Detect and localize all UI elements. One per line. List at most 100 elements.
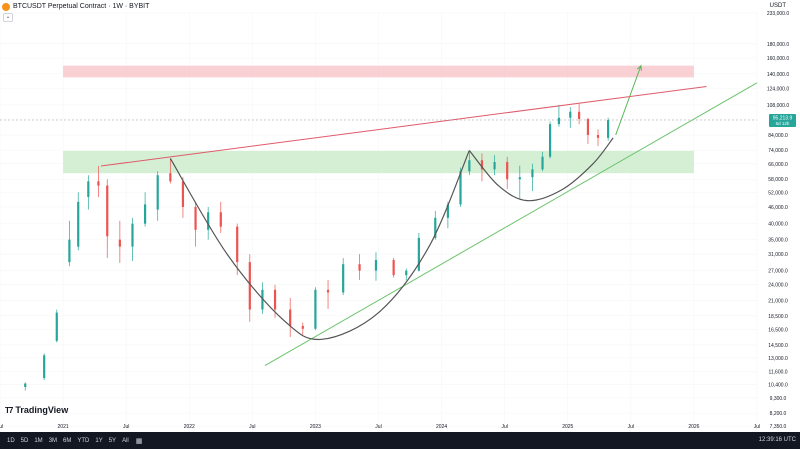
y-tick-label: 52,000.0 — [768, 190, 788, 196]
candle-body — [87, 181, 90, 197]
y-tick-label: 14,500.0 — [768, 343, 788, 349]
calendar-range-icon[interactable]: ▦ — [135, 437, 143, 445]
y-tick-label: 233,000.0 — [767, 11, 789, 17]
y-tick-label: 27,000.0 — [768, 269, 788, 275]
y-tick-label: 16,500.0 — [768, 328, 788, 334]
y-tick-label: 31,000.0 — [768, 252, 788, 258]
timeframe-1y[interactable]: 1Y — [95, 437, 103, 444]
y-tick-label: 18,500.0 — [768, 314, 788, 320]
timeframe-5d[interactable]: 5D — [20, 437, 29, 444]
y-tick-label: 35,000.0 — [768, 238, 788, 244]
candle-body — [586, 119, 590, 135]
y-tick-label: 108,000.0 — [767, 103, 789, 109]
x-tick-label: 2022 — [184, 424, 195, 430]
y-tick-label: 140,000.0 — [767, 72, 789, 78]
candle-body — [248, 262, 251, 310]
tradingview-logo-icon: T7 — [5, 405, 13, 415]
timeframe-all[interactable]: All — [122, 437, 129, 444]
watermark-text: TradingView — [15, 405, 69, 415]
support-zone — [63, 150, 694, 174]
candle-body — [493, 162, 496, 170]
drawings-layer — [0, 64, 758, 367]
candles-layer — [24, 103, 610, 391]
chart-header: BTCUSDT Perpetual Contract · 1W · BYBIT — [0, 0, 760, 13]
y-tick-label: 10,400.0 — [768, 383, 788, 389]
candle-body — [273, 289, 277, 310]
y-tick-label: 84,000.0 — [768, 133, 788, 139]
resistance-trendline — [100, 86, 707, 167]
y-tick-label: 24,000.0 — [768, 283, 788, 289]
candle-body — [314, 289, 317, 329]
cup-curve-small — [468, 137, 614, 202]
utc-clock[interactable]: 12:39:16 UTC — [758, 437, 796, 443]
y-tick-label: 180,000.0 — [767, 42, 789, 48]
candle-body — [207, 212, 210, 230]
candle-body — [468, 160, 471, 172]
collapse-legend-button[interactable]: ⌄ — [3, 13, 13, 22]
candle-body — [392, 260, 395, 276]
candle-body — [143, 204, 147, 224]
timeframe-1d[interactable]: 1D — [7, 437, 15, 444]
tradingview-watermark: T7 TradingView — [5, 405, 68, 415]
x-tick-label: 2021 — [58, 424, 69, 430]
y-tick-label: 11,600.0 — [768, 370, 787, 376]
candle-body — [55, 312, 58, 341]
y-tick-label: 40,000.0 — [768, 222, 788, 228]
y-tick-label: 9,300.0 — [770, 396, 787, 402]
candle-body — [169, 173, 172, 182]
candle-body — [181, 181, 185, 207]
timeframe-1m[interactable]: 1M — [34, 437, 43, 444]
candle-body — [301, 325, 304, 329]
x-tick-label: Jul — [123, 424, 129, 430]
symbol-title[interactable]: BTCUSDT Perpetual Contract · 1W · BYBIT — [13, 3, 150, 10]
candle-body — [24, 383, 27, 387]
x-tick-label: Jul — [375, 424, 381, 430]
x-tick-label: 2026 — [688, 424, 699, 430]
cup-curve-large — [169, 150, 470, 341]
candle-body — [518, 177, 521, 180]
candle-body — [531, 169, 534, 178]
y-tick-label: 13,000.0 — [768, 356, 788, 362]
support-trendline — [264, 82, 758, 367]
resistance-zone — [63, 65, 694, 78]
candle-body — [342, 264, 345, 293]
candle-body — [156, 175, 159, 210]
last-price-badge — [769, 113, 796, 127]
candle-body — [541, 156, 544, 170]
candle-body — [97, 181, 100, 186]
candle-body — [596, 134, 600, 138]
timeframe-5y[interactable]: 5Y — [108, 437, 117, 444]
x-tick-label: Jul — [249, 424, 255, 430]
last-price-value: 95,213.9 — [773, 115, 793, 121]
candle-body — [480, 160, 484, 170]
projection-arrow — [615, 65, 642, 136]
candle-body — [131, 223, 134, 247]
candle-body — [118, 239, 121, 247]
timeframe-6m[interactable]: 6M — [63, 437, 72, 444]
last-price-countdown: 6d 12h — [776, 121, 790, 126]
candle-body — [548, 124, 552, 157]
x-tick-label: 2025 — [562, 424, 573, 430]
y-tick-label: 8,200.0 — [770, 411, 787, 417]
currency-label[interactable]: USDT — [769, 3, 786, 9]
y-tick-label: 124,000.0 — [767, 86, 789, 92]
candle-body — [434, 217, 437, 238]
candle-body — [405, 270, 408, 276]
timeframe-ytd[interactable]: YTD — [77, 437, 90, 444]
x-tick-label: 2024 — [436, 424, 447, 430]
candle-body — [557, 117, 561, 125]
bottom-toolbar: 1D 5D 1M 3M 6M YTD 1Y 5Y All ▦ 12:39:16 … — [0, 432, 800, 449]
bitcoin-icon — [2, 2, 10, 11]
candle-body — [417, 237, 420, 271]
candle-body — [43, 355, 46, 378]
x-tick-label: Jul — [501, 424, 507, 430]
timeframe-3m[interactable]: 3M — [48, 437, 58, 444]
candle-body — [578, 111, 581, 120]
y-tick-label: 66,000.0 — [768, 162, 788, 168]
candle-body — [569, 111, 572, 118]
x-tick-label: Jul — [754, 424, 760, 430]
x-tick-label: Jul — [628, 424, 634, 430]
y-tick-label: 160,000.0 — [767, 56, 789, 62]
candle-body — [236, 226, 239, 263]
